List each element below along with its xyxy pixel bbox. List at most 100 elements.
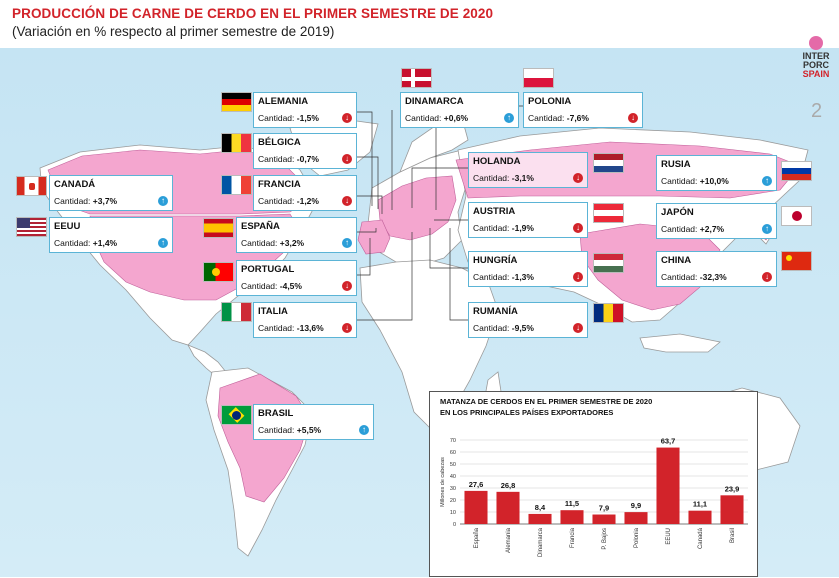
country-name: FRANCIA <box>258 179 301 190</box>
country-value: Cantidad: -9,5% <box>473 323 534 333</box>
country-box-portugal: PORTUGAL Cantidad: -4,5% ↓ <box>236 260 357 296</box>
country-value: Cantidad: -1,2% <box>258 196 319 206</box>
arrow-up-icon: ↑ <box>158 238 168 248</box>
logo-line-1: INTER <box>802 51 830 61</box>
flag-usa-icon <box>16 217 47 237</box>
x-tick-label: Alemania <box>506 527 512 553</box>
bar-value-label: 9,9 <box>631 501 641 510</box>
x-tick-label: España <box>474 527 480 548</box>
country-name: HOLANDA <box>473 156 521 167</box>
x-tick-label: Polonia <box>634 527 640 548</box>
y-tick-label: 40 <box>450 474 456 480</box>
chart-title: MATANZA DE CERDOS EN EL PRIMER SEMESTRE … <box>440 397 653 406</box>
country-box-japon: JAPÓN Cantidad: +2,7% ↑ <box>656 203 777 239</box>
arrow-up-icon: ↑ <box>342 238 352 248</box>
bar-dinamarca <box>528 513 552 524</box>
flag-russia-icon <box>781 161 812 181</box>
arrow-down-icon: ↓ <box>342 196 352 206</box>
country-box-polonia: POLONIA Cantidad: -7,6% ↓ <box>523 92 643 128</box>
arrow-down-icon: ↓ <box>573 272 583 282</box>
flag-netherlands-icon <box>593 153 624 173</box>
x-tick-label: Francia <box>570 527 576 548</box>
logo-line-3: SPAIN <box>802 69 830 79</box>
y-tick-label: 30 <box>450 486 456 492</box>
flag-canada-icon <box>16 176 47 196</box>
bar-value-label: 26,8 <box>501 481 516 490</box>
country-value: Cantidad: -1,5% <box>258 113 319 123</box>
flag-germany-icon <box>221 92 252 112</box>
country-value: Cantidad: -1,3% <box>473 272 534 282</box>
arrow-up-icon: ↑ <box>158 196 168 206</box>
country-box-rusia: RUSIA Cantidad: +10,0% ↑ <box>656 155 777 191</box>
bar-espa-a <box>464 490 488 524</box>
country-box-francia: FRANCIA Cantidad: -1,2% ↓ <box>253 175 357 211</box>
bar-alemania <box>496 491 520 524</box>
country-name: DINAMARCA <box>405 96 464 107</box>
bar-value-label: 11,1 <box>693 500 707 509</box>
page-number: 2 <box>811 100 823 122</box>
country-value: Cantidad: +2,7% <box>661 224 725 234</box>
country-box-eeuu: EEUU Cantidad: +1,4% ↑ <box>49 217 173 253</box>
bar-value-label: 7,9 <box>599 504 609 513</box>
arrow-up-icon: ↑ <box>504 113 514 123</box>
country-value: Cantidad: +5,5% <box>258 425 322 435</box>
bar-value-label: 63,7 <box>661 437 676 446</box>
arrow-up-icon: ↑ <box>762 224 772 234</box>
bar-eeuu <box>656 447 680 524</box>
bar-polonia <box>624 512 648 524</box>
country-box-china: CHINA Cantidad: -32,3% ↓ <box>656 251 777 287</box>
flag-france-icon <box>221 175 252 195</box>
bar-p-bajos <box>592 514 616 524</box>
flag-austria-icon <box>593 203 624 223</box>
x-tick-label: Brasil <box>730 528 736 543</box>
page-title: PRODUCCIÓN DE CARNE DE CERDO EN EL PRIME… <box>12 6 494 21</box>
country-value: Cantidad: -0,7% <box>258 154 319 164</box>
country-value: Cantidad: +1,4% <box>54 238 118 248</box>
x-tick-label: Canadá <box>698 527 704 549</box>
flag-brazil-icon <box>221 405 252 425</box>
country-box-alemania: ALEMANIA Cantidad: -1,5% ↓ <box>253 92 357 128</box>
country-name: BRASIL <box>258 408 294 419</box>
flag-italy-icon <box>221 302 252 322</box>
country-value: Cantidad: +10,0% <box>661 176 729 186</box>
country-name: ESPAÑA <box>241 221 280 232</box>
arrow-down-icon: ↓ <box>342 113 352 123</box>
country-value: Cantidad: -3,1% <box>473 173 534 183</box>
interporc-logo: INTER PORC SPAIN <box>798 36 834 79</box>
y-tick-label: 50 <box>450 462 456 468</box>
country-box-rumania: RUMANÍA Cantidad: -9,5% ↓ <box>468 302 588 338</box>
slaughter-bar-chart: MATANZA DE CERDOS EN EL PRIMER SEMESTRE … <box>429 391 758 577</box>
country-name: ALEMANIA <box>258 96 309 107</box>
y-tick-label: 0 <box>453 522 456 528</box>
country-value: Cantidad: -32,3% <box>661 272 727 282</box>
country-box-espana: ESPAÑA Cantidad: +3,2% ↑ <box>236 217 357 253</box>
country-box-italia: ITALIA Cantidad: -13,6% ↓ <box>253 302 357 338</box>
flag-japan-icon <box>781 206 812 226</box>
country-name: EEUU <box>54 221 81 232</box>
flag-romania-icon <box>593 303 624 323</box>
arrow-down-icon: ↓ <box>573 323 583 333</box>
y-axis-label: Millones de cabezas <box>440 457 446 507</box>
bar-value-label: 27,6 <box>469 480 484 489</box>
arrow-down-icon: ↓ <box>342 323 352 333</box>
flag-portugal-icon <box>203 262 234 282</box>
country-value: Cantidad: -1,9% <box>473 223 534 233</box>
x-tick-label: EEUU <box>666 528 672 545</box>
country-name: CHINA <box>661 255 692 266</box>
arrow-down-icon: ↓ <box>762 272 772 282</box>
country-value: Cantidad: +3,2% <box>241 238 305 248</box>
arrow-down-icon: ↓ <box>628 113 638 123</box>
pig-icon <box>809 36 823 50</box>
country-box-austria: AUSTRIA Cantidad: -1,9% ↓ <box>468 202 588 238</box>
y-tick-label: 10 <box>450 510 456 516</box>
country-box-holanda: HOLANDA Cantidad: -3,1% ↓ <box>468 152 588 188</box>
country-name: RUSIA <box>661 159 691 170</box>
x-tick-label: Dinamarca <box>538 527 544 557</box>
flag-belgium-icon <box>221 133 252 153</box>
page-subtitle: (Variación en % respecto al primer semes… <box>12 24 335 39</box>
country-name: AUSTRIA <box>473 206 516 217</box>
logo-line-2: PORC <box>802 60 829 70</box>
flag-denmark-icon <box>401 68 432 88</box>
country-name: PORTUGAL <box>241 264 295 275</box>
country-value: Cantidad: -4,5% <box>241 281 302 291</box>
